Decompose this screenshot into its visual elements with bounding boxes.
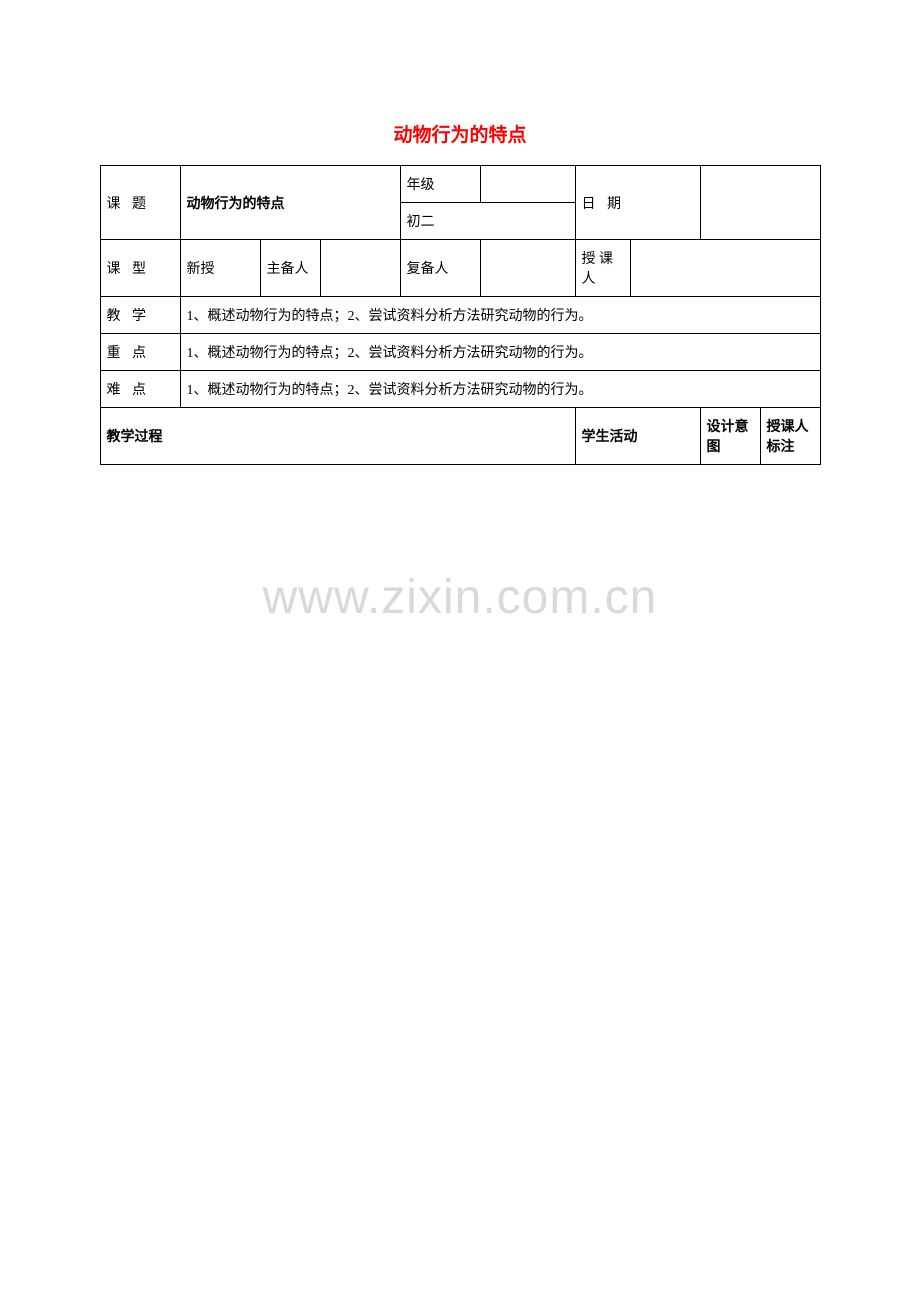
value-zhongdian: 1、概述动物行为的特点；2、尝试资料分析方法研究动物的行为。 <box>180 334 820 371</box>
value-nandian: 1、概述动物行为的特点；2、尝试资料分析方法研究动物的行为。 <box>180 371 820 408</box>
label-grade: 年级 <box>400 166 480 203</box>
label-zhongdian: 重 点 <box>100 334 180 371</box>
label-activity: 学生活动 <box>575 408 700 465</box>
value-coauthor <box>480 240 575 297</box>
watermark-text: www.zixin.com.cn <box>0 570 920 625</box>
value-teacher <box>630 240 820 297</box>
lesson-plan-table: 课 题 动物行为的特点 年级 日 期 初二 课 型 新授 主备人 复备人 授 课… <box>100 165 821 465</box>
value-date <box>700 166 820 240</box>
value-jiaoxue: 1、概述动物行为的特点；2、尝试资料分析方法研究动物的行为。 <box>180 297 820 334</box>
label-intent: 设计意图 <box>700 408 760 465</box>
value-author <box>320 240 400 297</box>
label-process: 教学过程 <box>100 408 575 465</box>
label-type: 课 型 <box>100 240 180 297</box>
label-nandian: 难 点 <box>100 371 180 408</box>
value-grade: 初二 <box>400 203 575 240</box>
value-grade-blank <box>480 166 575 203</box>
label-coauthor: 复备人 <box>400 240 480 297</box>
label-author: 主备人 <box>260 240 320 297</box>
label-notes: 授课人标注 <box>760 408 820 465</box>
value-topic: 动物行为的特点 <box>180 166 400 240</box>
page-title: 动物行为的特点 <box>0 0 920 165</box>
label-jiaoxue: 教 学 <box>100 297 180 334</box>
value-type: 新授 <box>180 240 260 297</box>
label-teacher: 授 课 人 <box>575 240 630 297</box>
label-topic: 课 题 <box>100 166 180 240</box>
label-date: 日 期 <box>575 166 700 240</box>
